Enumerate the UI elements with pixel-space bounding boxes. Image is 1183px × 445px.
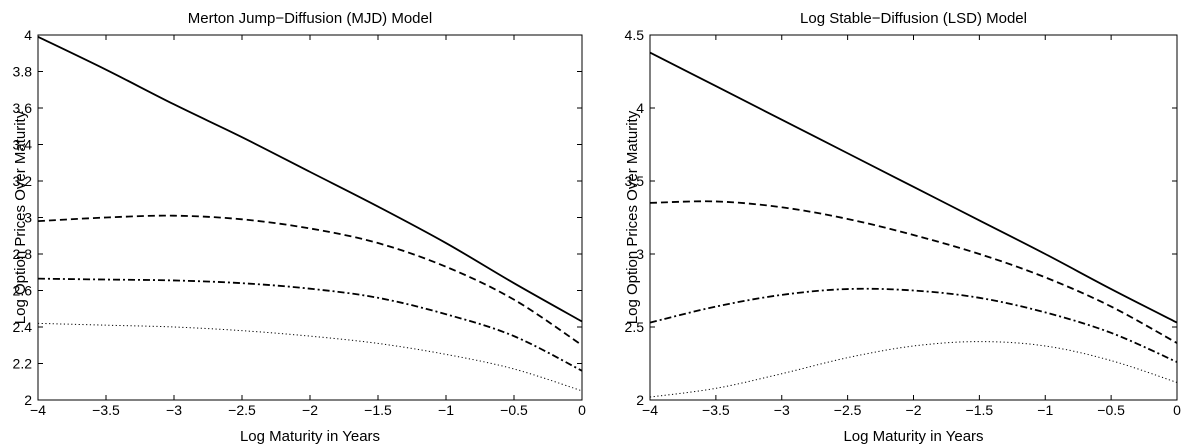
x-tick-label: −2.5: [228, 402, 256, 418]
y-tick-label: 2.5: [625, 319, 645, 335]
series-line-dashed: [37, 214, 583, 346]
x-tick-label: 0: [578, 402, 586, 418]
y-tick-label: 4: [24, 27, 32, 43]
x-tick-label: −1: [438, 402, 454, 418]
series-line-solid: [649, 51, 1178, 324]
x-tick-label: 0: [1173, 402, 1181, 418]
y-tick-label: 2.4: [13, 319, 33, 335]
series-line-dotted: [37, 322, 583, 392]
plot-frame: [649, 34, 1178, 401]
x-tick-label: −1: [1037, 402, 1053, 418]
chart-panel-1: Merton Jump−Diffusion (MJD) Model −4 −3.5 −…: [12, 10, 586, 445]
y-tick-label: 3.5: [625, 173, 645, 189]
x-tick-label: −3: [166, 402, 182, 418]
y-tick-label: 4.5: [625, 27, 645, 43]
x-axis-label: Log Maturity in Years: [240, 428, 380, 445]
y-tick-label: 3.8: [13, 64, 33, 80]
y-tick-label: 2: [24, 392, 32, 408]
y-axis-label: Log Option Prices Over Maturity: [12, 110, 29, 324]
y-tick-label: 2: [636, 392, 644, 408]
y-tick-label: 3: [24, 210, 32, 226]
y-tick-label: 4: [636, 100, 644, 116]
y-tick-label: 2.2: [13, 356, 33, 372]
series-line-dashed: [649, 200, 1178, 344]
x-tick-label: −2: [302, 402, 318, 418]
chart-panel-2: Log Stable−Diffusion (LSD) Model −4 −3.5 −3…: [624, 10, 1181, 445]
x-tick-label: −3.5: [702, 402, 730, 418]
x-tick-label: −1.5: [966, 402, 994, 418]
x-tick-label: −3: [774, 402, 790, 418]
x-tick-label: −0.5: [500, 402, 528, 418]
y-tick-label: 2.8: [13, 246, 33, 262]
series-line-solid: [37, 36, 583, 323]
y-tick-label: 2.6: [13, 283, 33, 299]
chart-title: Merton Jump−Diffusion (MJD) Model: [188, 10, 432, 27]
x-tick-label: −4: [642, 402, 658, 418]
x-tick-label: −2: [906, 402, 922, 418]
chart-title: Log Stable−Diffusion (LSD) Model: [800, 10, 1027, 27]
x-tick-label: −2.5: [834, 402, 862, 418]
x-axis-label: Log Maturity in Years: [843, 428, 983, 445]
x-tick-label: −4: [30, 402, 46, 418]
series-line-dashdot: [37, 277, 583, 372]
x-tick-label: −0.5: [1097, 402, 1125, 418]
y-tick-label: 3.4: [13, 137, 33, 153]
y-axis-label: Log Option Prices Over Maturity: [624, 110, 641, 324]
x-tick-label: −1.5: [364, 402, 392, 418]
x-tick-label: −3.5: [92, 402, 120, 418]
y-tick-label: 3.6: [13, 100, 33, 116]
series-line-dashdot: [649, 287, 1178, 363]
series-line-dotted: [649, 341, 1178, 398]
y-tick-label: 3.2: [13, 173, 33, 189]
y-tick-label: 3: [636, 246, 644, 262]
